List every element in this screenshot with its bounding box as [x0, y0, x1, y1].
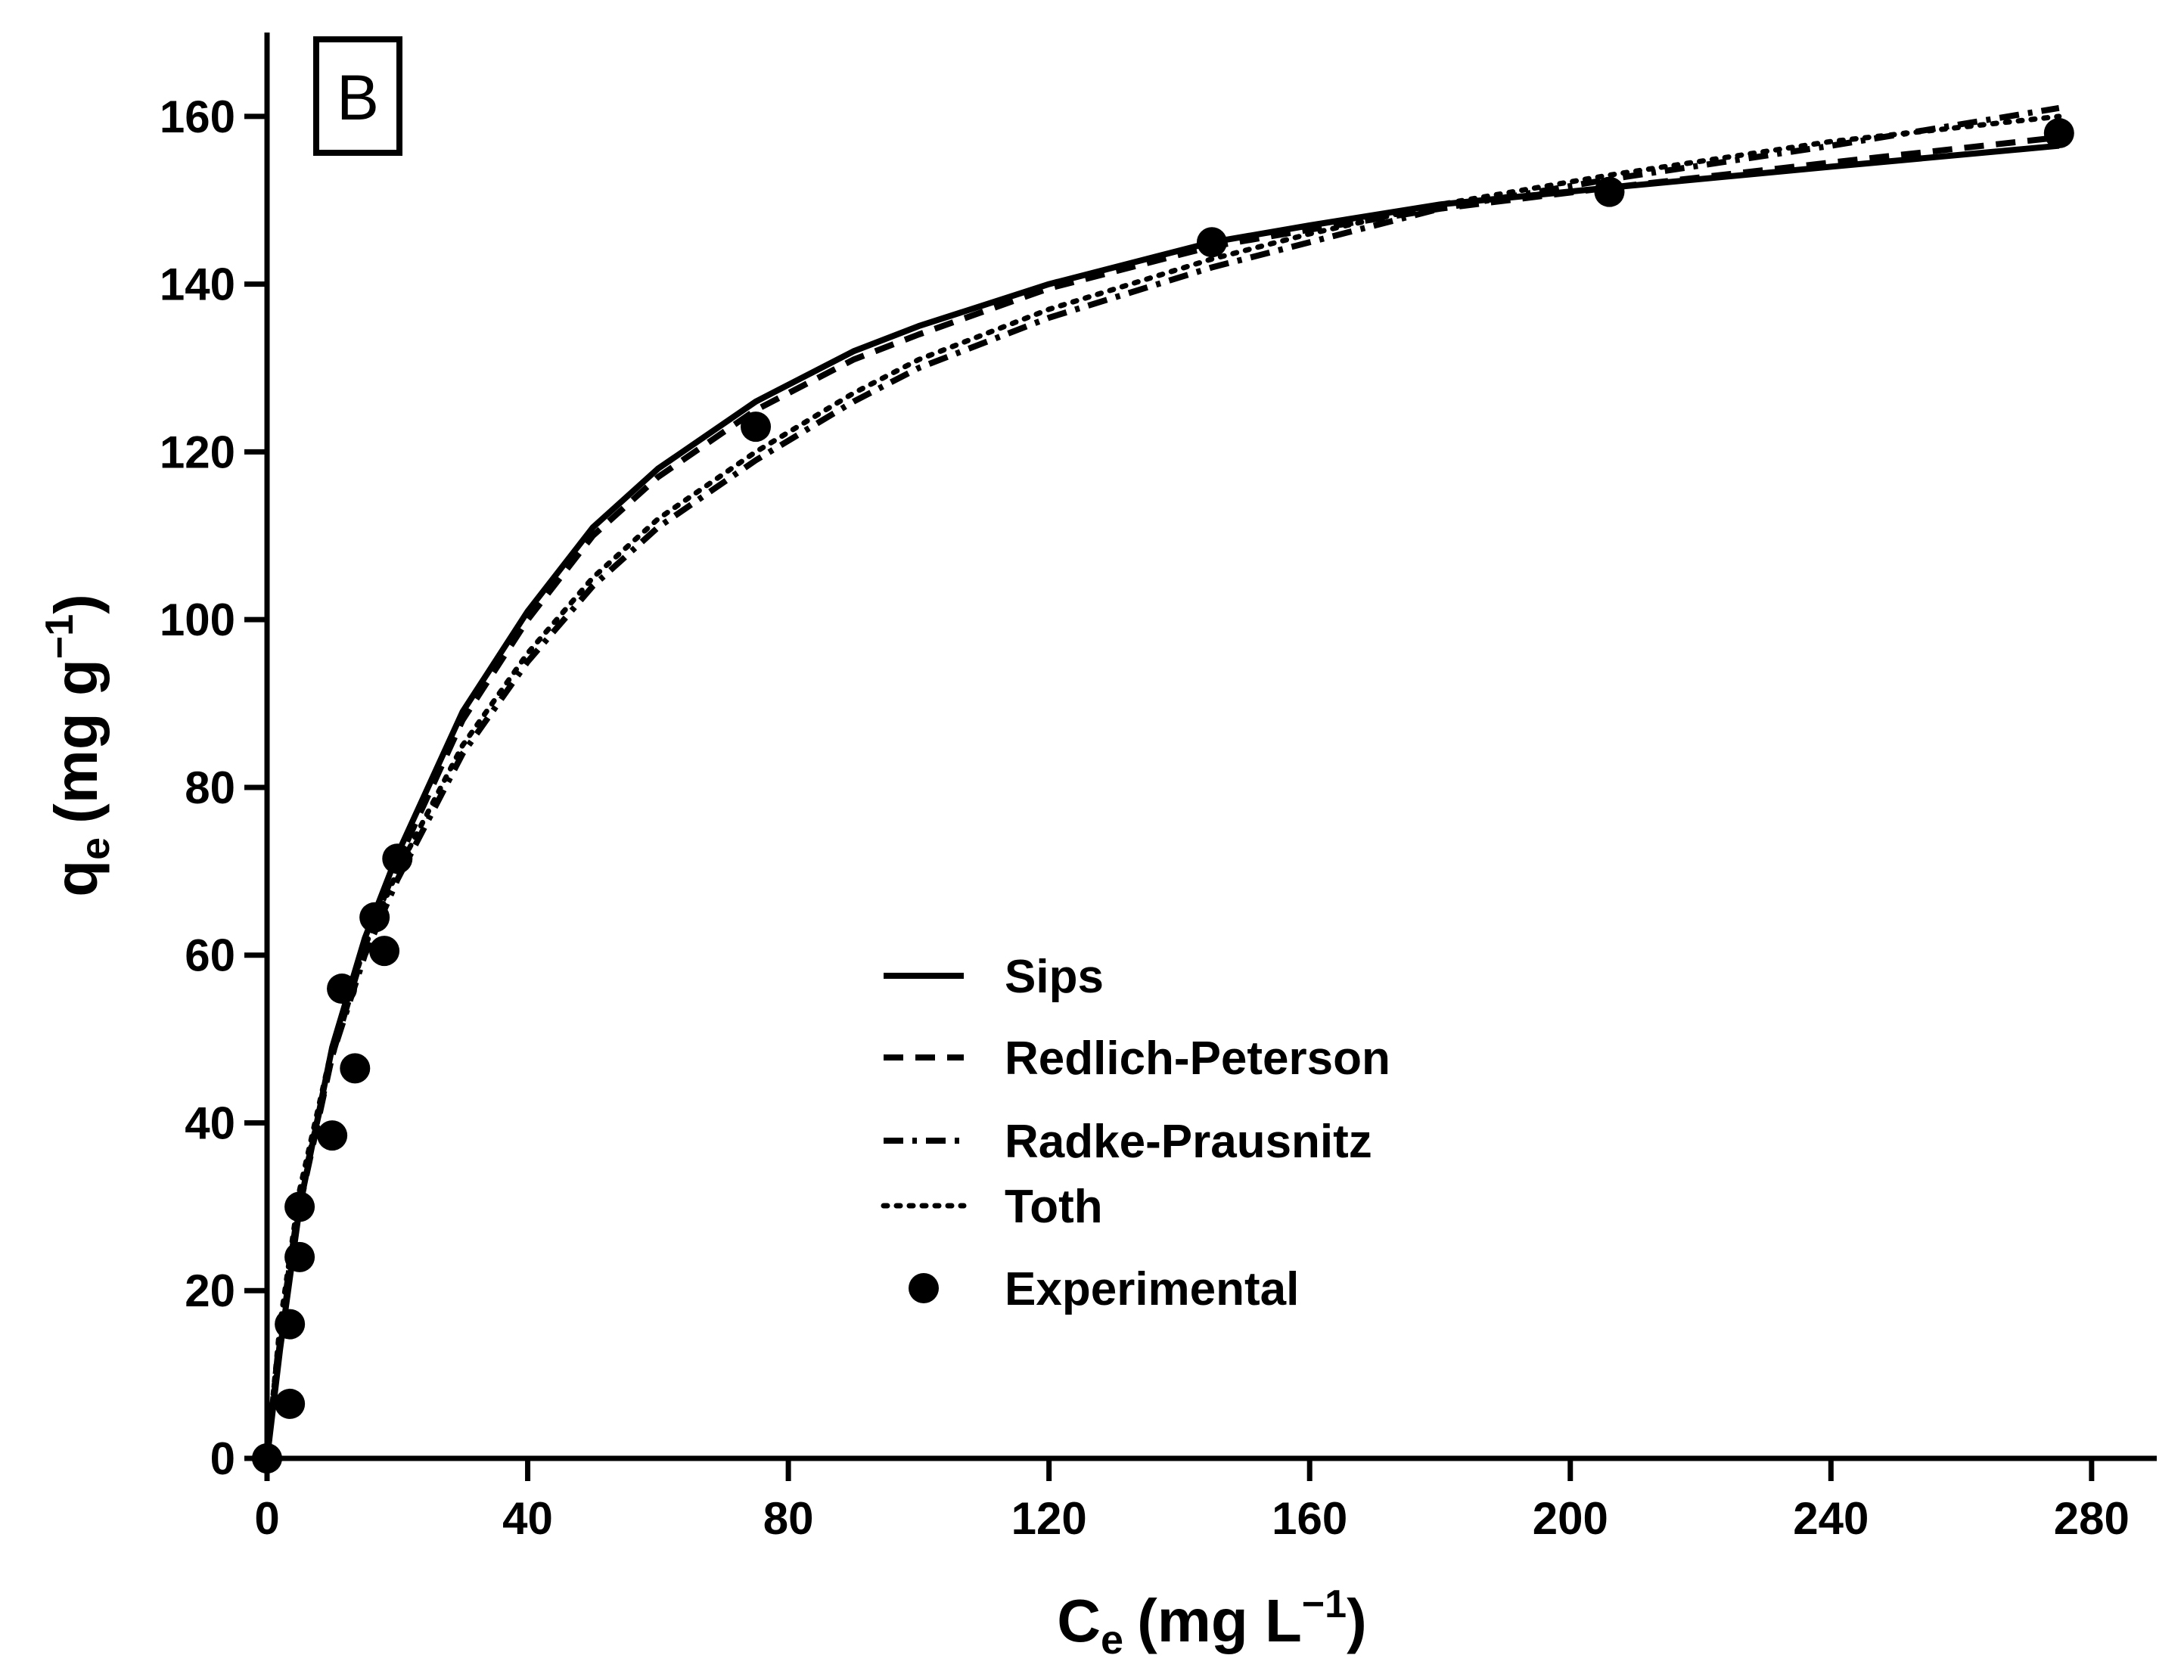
legend-label: Redlich-Peterson	[1005, 1033, 1390, 1085]
experimental-point	[275, 1309, 306, 1340]
series-line-toth	[264, 113, 2062, 1461]
y-tick-label: 20	[185, 1265, 235, 1316]
legend-label: Toth	[1005, 1181, 1103, 1233]
y-tick-label: 40	[185, 1098, 235, 1148]
x-axis-title-sup: −1	[1302, 1582, 1347, 1626]
y-axis-title: qe (mg g−1)	[38, 594, 118, 897]
x-axis-title-sub: e	[1101, 1617, 1123, 1663]
experimental-point	[1197, 227, 1227, 258]
x-tick-label: 280	[2054, 1493, 2130, 1544]
x-axis-title: Ce (mg L−1)	[1057, 1582, 1367, 1663]
y-tick-label: 160	[160, 92, 235, 142]
experimental-point	[1594, 176, 1625, 207]
legend-label: Sips	[1005, 951, 1104, 1003]
x-tick-label: 80	[763, 1493, 814, 1544]
x-ticks: 0 40 80 120 160 200 240 280	[254, 1458, 2130, 1544]
y-axis-title-sub: e	[73, 837, 118, 860]
y-axis-title-units: (mg g	[42, 659, 110, 824]
y-axis-title-end: )	[42, 594, 110, 614]
x-tick-label: 200	[1533, 1493, 1608, 1544]
x-tick-label: 160	[1272, 1493, 1347, 1544]
experimental-point	[741, 411, 772, 443]
series-line-sips	[264, 142, 2060, 1459]
experimental-point	[340, 1053, 371, 1084]
y-tick-label: 100	[160, 595, 235, 645]
legend-marker	[909, 1273, 939, 1303]
x-tick-label: 240	[1793, 1493, 1869, 1544]
y-tick-label: 0	[210, 1433, 235, 1484]
experimental-point	[369, 936, 400, 967]
y-tick-label: 140	[160, 259, 235, 310]
x-axis-title-main: C	[1057, 1587, 1101, 1654]
plot-series	[252, 104, 2074, 1473]
series-line-redlich-peterson	[264, 134, 2060, 1459]
axes: 0 40 80 120 160 200 240 280 0 20 40 60 80 100 120 140 1…	[160, 33, 2157, 1544]
y-ticks: 0 20 40 60 80 100 120 140 160	[160, 92, 267, 1484]
x-axis-title-units: (mg L	[1137, 1587, 1302, 1654]
experimental-point	[284, 1241, 315, 1272]
experimental-point	[359, 902, 390, 933]
x-tick-label: 0	[254, 1493, 279, 1544]
legend: Sips Redlich-Peterson Radke-Prausnitz Toth E…	[881, 951, 1390, 1315]
y-tick-label: 80	[185, 762, 235, 813]
x-tick-label: 40	[502, 1493, 553, 1544]
y-axis-title-sup: −1	[38, 614, 82, 659]
series-line-radke-prausnitz	[264, 104, 2060, 1459]
experimental-point	[382, 843, 413, 874]
legend-label: Radke-Prausnitz	[1005, 1116, 1372, 1168]
legend-label: Experimental	[1005, 1263, 1299, 1315]
x-axis-title-end: )	[1347, 1587, 1367, 1654]
experimental-point	[284, 1191, 315, 1222]
y-axis-title-main: q	[42, 860, 110, 897]
experimental-point	[317, 1120, 348, 1151]
panel-label: B	[337, 62, 379, 133]
y-tick-label: 60	[185, 930, 235, 981]
experimental-point	[275, 1388, 306, 1419]
x-tick-label: 120	[1011, 1493, 1087, 1544]
experimental-point	[327, 974, 358, 1005]
y-tick-label: 120	[160, 427, 235, 477]
experimental-point	[2043, 118, 2074, 149]
panel-label-box: B	[313, 36, 402, 156]
